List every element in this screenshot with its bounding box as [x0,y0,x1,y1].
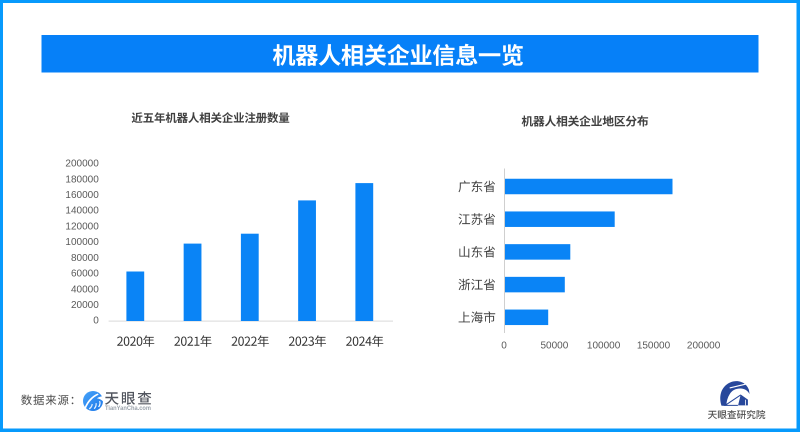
svg-text:0: 0 [501,341,507,352]
svg-text:160000: 160000 [65,190,99,201]
svg-text:50000: 50000 [540,341,568,352]
svg-text:TianYanCha.com: TianYanCha.com [105,406,151,412]
svg-text:180000: 180000 [65,174,99,185]
svg-text:100000: 100000 [65,237,99,248]
svg-text:200000: 200000 [687,341,721,352]
svg-text:40000: 40000 [71,284,99,295]
svg-text:80000: 80000 [71,253,99,264]
svg-text:60000: 60000 [71,269,99,280]
svg-text:100000: 100000 [587,341,621,352]
svg-text:140000: 140000 [65,206,99,217]
svg-text:20000: 20000 [71,300,99,311]
svg-text:120000: 120000 [65,221,99,232]
svg-text:0: 0 [93,316,99,327]
svg-text:150000: 150000 [637,341,671,352]
svg-text:200000: 200000 [65,159,99,170]
